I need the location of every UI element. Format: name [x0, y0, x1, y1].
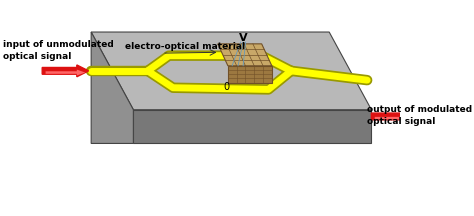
Polygon shape — [228, 66, 272, 83]
Polygon shape — [133, 110, 372, 143]
FancyArrow shape — [42, 65, 89, 77]
FancyArrow shape — [372, 111, 418, 122]
Text: input of unmodulated
optical signal: input of unmodulated optical signal — [2, 40, 113, 61]
FancyArrow shape — [46, 70, 85, 76]
Polygon shape — [218, 44, 272, 66]
Text: 0: 0 — [223, 82, 229, 92]
Text: electro-optical material: electro-optical material — [125, 42, 245, 51]
Text: output of modulated
optical signal: output of modulated optical signal — [367, 105, 472, 126]
Polygon shape — [91, 32, 372, 110]
Polygon shape — [91, 32, 133, 143]
FancyArrow shape — [375, 115, 414, 121]
Text: V: V — [239, 33, 247, 43]
